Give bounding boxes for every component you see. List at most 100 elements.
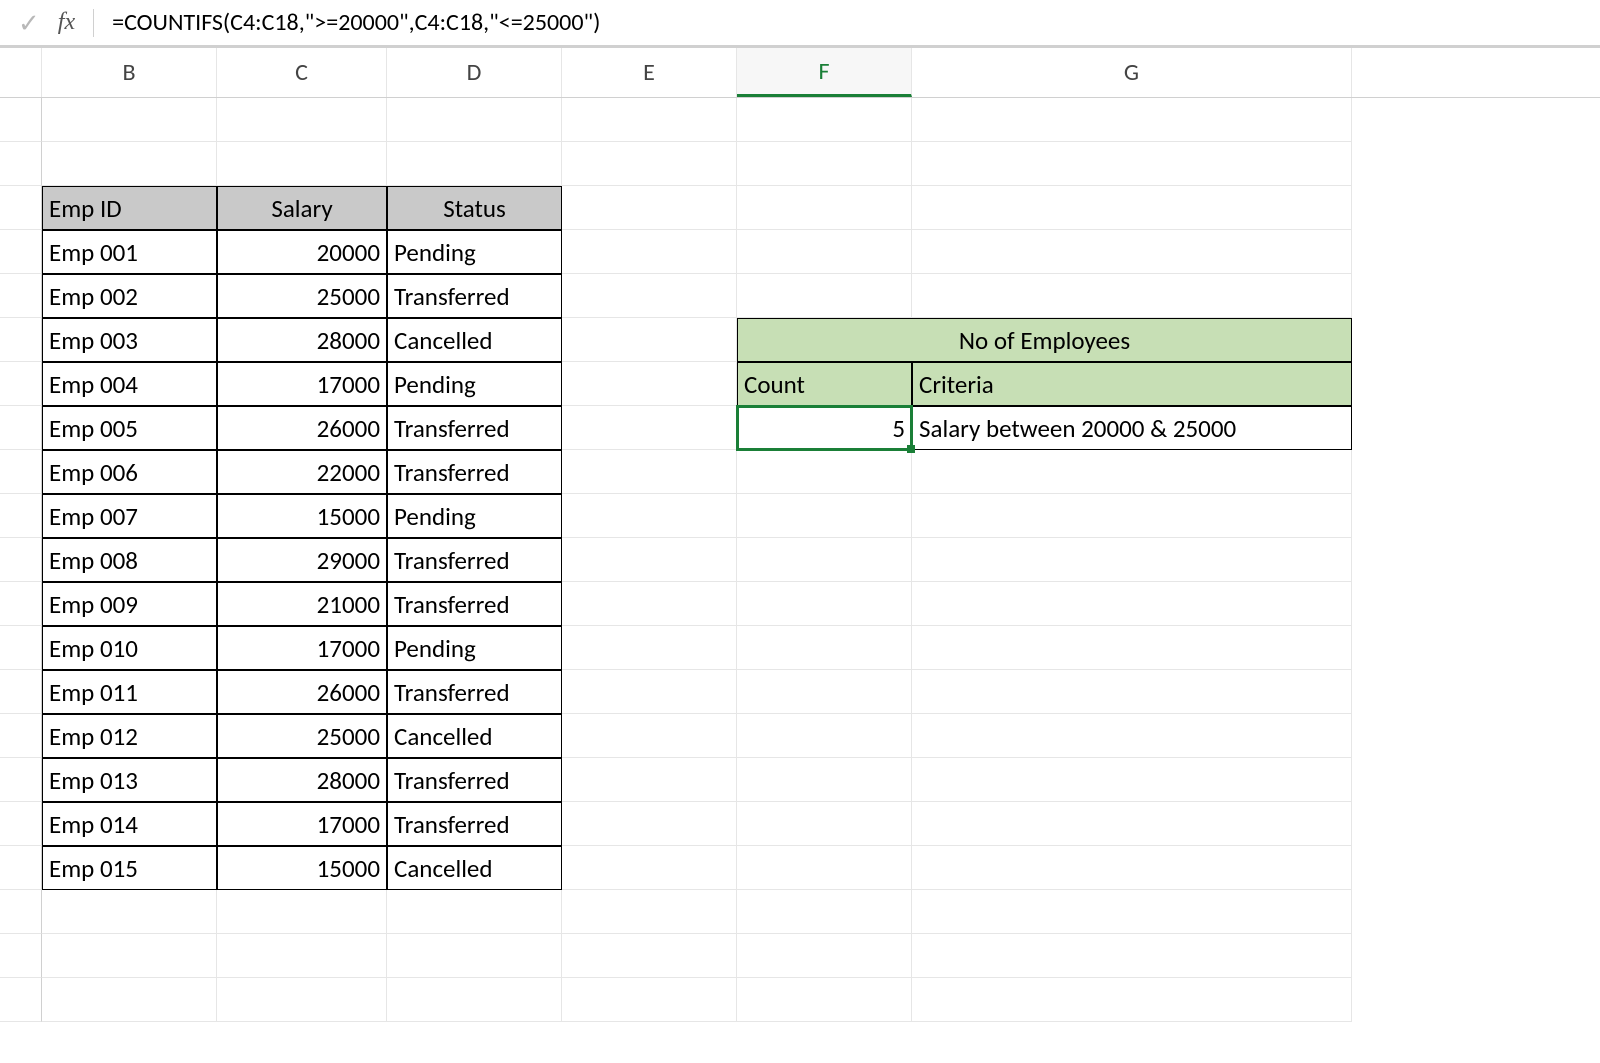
cell-salary[interactable]: 17000 <box>217 362 387 406</box>
cell[interactable] <box>562 186 737 230</box>
cell[interactable] <box>562 890 737 934</box>
cell[interactable] <box>912 230 1352 274</box>
fx-label[interactable]: fx <box>58 9 75 36</box>
cell[interactable] <box>42 142 217 186</box>
cell[interactable] <box>562 230 737 274</box>
cell[interactable] <box>912 978 1352 1022</box>
cell[interactable] <box>737 582 912 626</box>
col-header-F[interactable]: F <box>737 48 912 97</box>
cell-empid[interactable]: Emp 014 <box>42 802 217 846</box>
cell[interactable] <box>562 714 737 758</box>
formula-accept-icon[interactable]: ✓ <box>18 7 40 39</box>
cell-status[interactable]: Pending <box>387 362 562 406</box>
row-stub[interactable] <box>0 758 42 802</box>
cell-status[interactable]: Pending <box>387 494 562 538</box>
cell-empid[interactable]: Emp 005 <box>42 406 217 450</box>
cell[interactable] <box>562 538 737 582</box>
cell[interactable] <box>737 538 912 582</box>
cell[interactable] <box>217 978 387 1022</box>
cell[interactable] <box>912 846 1352 890</box>
cell-empid[interactable]: Emp 009 <box>42 582 217 626</box>
cell-empid[interactable]: Emp 010 <box>42 626 217 670</box>
cell[interactable] <box>737 274 912 318</box>
cell[interactable] <box>912 890 1352 934</box>
cell[interactable] <box>562 318 737 362</box>
row-stub[interactable] <box>0 978 42 1022</box>
cell[interactable] <box>737 978 912 1022</box>
cell-empid[interactable]: Emp 004 <box>42 362 217 406</box>
cell-status[interactable]: Transferred <box>387 406 562 450</box>
table-header-status[interactable]: Status <box>387 186 562 230</box>
cell-empid[interactable]: Emp 012 <box>42 714 217 758</box>
cell-salary[interactable]: 15000 <box>217 494 387 538</box>
spreadsheet-grid[interactable]: B C D E F G Emp ID <box>0 48 1600 1022</box>
row-stub[interactable] <box>0 890 42 934</box>
summary-criteria-value[interactable]: Salary between 20000 & 25000 <box>912 406 1352 450</box>
cell[interactable] <box>387 890 562 934</box>
cell-salary[interactable]: 28000 <box>217 318 387 362</box>
row-stub[interactable] <box>0 670 42 714</box>
row-stub[interactable] <box>0 626 42 670</box>
row-stub[interactable] <box>0 362 42 406</box>
cell[interactable] <box>562 406 737 450</box>
cell[interactable] <box>42 890 217 934</box>
row-stub[interactable] <box>0 802 42 846</box>
cell[interactable] <box>912 670 1352 714</box>
cell-status[interactable]: Pending <box>387 230 562 274</box>
cell-empid[interactable]: Emp 013 <box>42 758 217 802</box>
cell-empid[interactable]: Emp 008 <box>42 538 217 582</box>
cell-salary[interactable]: 29000 <box>217 538 387 582</box>
cell[interactable] <box>737 846 912 890</box>
cell[interactable] <box>42 978 217 1022</box>
cell[interactable] <box>737 450 912 494</box>
cell-status[interactable]: Cancelled <box>387 846 562 890</box>
cell[interactable] <box>912 626 1352 670</box>
cell[interactable] <box>912 450 1352 494</box>
cell[interactable] <box>562 846 737 890</box>
cell[interactable] <box>737 802 912 846</box>
cell-status[interactable]: Transferred <box>387 758 562 802</box>
cell-empid[interactable]: Emp 002 <box>42 274 217 318</box>
cell[interactable] <box>912 494 1352 538</box>
row-stub[interactable] <box>0 186 42 230</box>
cell[interactable] <box>912 142 1352 186</box>
cell-salary[interactable]: 17000 <box>217 626 387 670</box>
cell[interactable] <box>387 142 562 186</box>
cell-salary[interactable]: 26000 <box>217 670 387 714</box>
cell[interactable] <box>912 274 1352 318</box>
col-header-stub[interactable] <box>0 48 42 97</box>
cell-status[interactable]: Transferred <box>387 802 562 846</box>
cell-status[interactable]: Cancelled <box>387 318 562 362</box>
col-header-B[interactable]: B <box>42 48 217 97</box>
cell[interactable] <box>562 98 737 142</box>
row-stub[interactable] <box>0 538 42 582</box>
cell[interactable] <box>737 934 912 978</box>
cell-salary[interactable]: 22000 <box>217 450 387 494</box>
cell[interactable] <box>562 670 737 714</box>
cell[interactable] <box>737 230 912 274</box>
cell[interactable] <box>217 142 387 186</box>
cell-salary[interactable]: 20000 <box>217 230 387 274</box>
cell[interactable] <box>737 626 912 670</box>
row-stub[interactable] <box>0 582 42 626</box>
cell[interactable] <box>42 934 217 978</box>
cell[interactable] <box>387 978 562 1022</box>
cell-status[interactable]: Cancelled <box>387 714 562 758</box>
cell-empid[interactable]: Emp 007 <box>42 494 217 538</box>
cell[interactable] <box>562 274 737 318</box>
cell[interactable] <box>562 494 737 538</box>
cell[interactable] <box>737 98 912 142</box>
cell[interactable] <box>912 98 1352 142</box>
summary-count-value[interactable]: 5 <box>737 406 912 450</box>
cell[interactable] <box>912 714 1352 758</box>
cell[interactable] <box>737 142 912 186</box>
row-stub[interactable] <box>0 450 42 494</box>
cell[interactable] <box>737 758 912 802</box>
row-stub[interactable] <box>0 714 42 758</box>
cell-salary[interactable]: 26000 <box>217 406 387 450</box>
cell-status[interactable]: Transferred <box>387 582 562 626</box>
cell-empid[interactable]: Emp 006 <box>42 450 217 494</box>
cell[interactable] <box>562 626 737 670</box>
row-stub[interactable] <box>0 846 42 890</box>
cell-salary[interactable]: 15000 <box>217 846 387 890</box>
